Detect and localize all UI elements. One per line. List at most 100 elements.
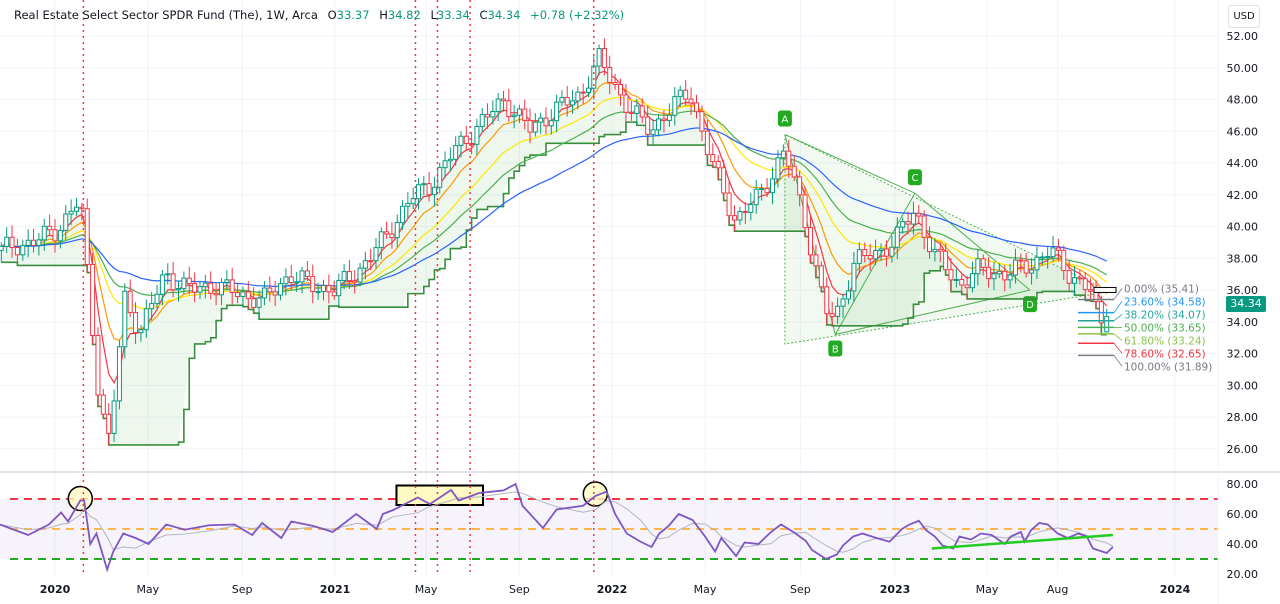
- fib-leader-line: [1113, 333, 1123, 341]
- candle-body: [900, 221, 906, 228]
- candle-body: [36, 239, 42, 246]
- pattern-label: D: [1026, 300, 1034, 311]
- candle-body: [677, 89, 683, 98]
- candle-body: [612, 81, 618, 85]
- trail-fill: [1, 48, 1107, 445]
- candle-body: [867, 255, 873, 260]
- candle-body: [415, 184, 421, 200]
- candle-body: [368, 260, 374, 263]
- candle-body: [229, 279, 235, 294]
- price-axis-label: 36.00: [1227, 284, 1259, 297]
- pattern-point-d: [1023, 296, 1038, 313]
- candle-body: [694, 102, 700, 113]
- candle-body: [845, 290, 851, 300]
- candle-body: [474, 125, 480, 145]
- candle-body: [224, 279, 230, 284]
- fib-leader-line: [1113, 301, 1123, 313]
- rsi-pane: [0, 481, 1218, 560]
- candle-body: [522, 108, 528, 121]
- candle-body: [769, 178, 775, 194]
- time-axis-label: Aug: [1047, 583, 1068, 596]
- candle-body: [479, 114, 485, 127]
- candle-body: [623, 94, 629, 113]
- fibonacci-retracement[interactable]: 0.00% (35.41)23.60% (34.58)38.20% (34.07…: [1078, 283, 1212, 373]
- candle-body: [683, 89, 689, 100]
- open-label: O: [327, 8, 337, 22]
- symbol-title[interactable]: Real Estate Select Sector SPDR Fund (The…: [14, 8, 318, 22]
- candle-body: [742, 210, 748, 213]
- price-axis-label: 50.00: [1227, 62, 1259, 75]
- candle-body: [511, 114, 517, 118]
- candle-body: [532, 121, 538, 133]
- candle-body: [84, 208, 90, 265]
- time-axis-label: Sep: [232, 583, 253, 596]
- candle-body: [197, 286, 203, 293]
- candle-body: [320, 284, 326, 293]
- candle-body: [991, 273, 997, 280]
- candle-body: [90, 263, 96, 336]
- pattern-label: C: [911, 173, 918, 184]
- fib-level-label: 50.00% (33.65): [1124, 322, 1206, 334]
- candle-body: [149, 303, 155, 310]
- candle-body: [68, 210, 74, 215]
- candle-body: [378, 231, 384, 249]
- candle-body: [431, 186, 437, 196]
- candle-body: [737, 210, 743, 221]
- candle-body: [548, 120, 554, 127]
- candle-body: [294, 281, 300, 284]
- candle-body: [159, 274, 165, 295]
- candle-body: [506, 100, 512, 118]
- fib-level-label: 38.20% (34.07): [1124, 309, 1206, 321]
- candle-body: [283, 276, 289, 285]
- candle-body: [889, 246, 895, 257]
- candle-body: [516, 108, 522, 116]
- candle-body: [1002, 270, 1008, 281]
- candle-body: [4, 236, 10, 247]
- candle-body: [240, 291, 246, 298]
- candle-body: [500, 98, 506, 102]
- time-axis-label: Sep: [509, 583, 530, 596]
- candle-body: [181, 277, 187, 290]
- harmonic-pattern[interactable]: A B C D: [777, 110, 1112, 357]
- candle-body: [57, 229, 63, 242]
- candle-body: [607, 67, 613, 83]
- candle-body: [341, 271, 347, 281]
- candle-body: [176, 288, 182, 291]
- price-axis-label: 38.00: [1227, 252, 1259, 265]
- last-price-tag: 34.34: [1226, 296, 1266, 312]
- triangle-pattern: [784, 133, 1112, 345]
- candle-body: [116, 346, 122, 402]
- candle-body: [910, 212, 916, 225]
- candle-body: [251, 298, 257, 308]
- candle-body: [267, 287, 273, 293]
- candle-body: [666, 114, 672, 121]
- candle-body: [656, 118, 662, 131]
- candle-body: [437, 167, 443, 188]
- time-axis-label: 2022: [597, 583, 628, 596]
- candle-body: [959, 278, 965, 286]
- candle-body: [394, 222, 400, 239]
- fib-leader-line: [1113, 288, 1123, 300]
- candle-body: [650, 129, 656, 135]
- candle-body: [426, 183, 432, 196]
- candle-body: [835, 305, 841, 317]
- candle-body: [95, 334, 101, 396]
- candle-body: [953, 278, 959, 281]
- candle-body: [400, 205, 406, 224]
- fib-level-label: 23.60% (34.58): [1124, 296, 1206, 308]
- candle-body: [721, 167, 727, 194]
- candle-body: [14, 246, 20, 256]
- candle-body: [1077, 277, 1083, 280]
- candle-body: [165, 273, 171, 276]
- currency-button[interactable]: USD: [1228, 5, 1260, 28]
- price-axis-label: 44.00: [1227, 157, 1259, 170]
- candle-body: [538, 117, 544, 123]
- candle-body: [315, 291, 321, 294]
- candle-body: [405, 202, 411, 207]
- candle-body: [851, 262, 857, 292]
- rsi-axis-label: 20.00: [1227, 568, 1259, 581]
- candle-body: [1029, 269, 1035, 274]
- candle-body: [585, 87, 591, 93]
- candle-body: [143, 308, 149, 331]
